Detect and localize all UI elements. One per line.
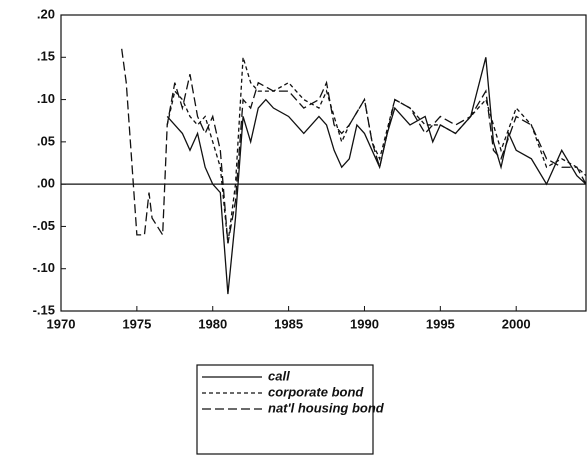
series-line [166, 57, 587, 244]
y-tick-label: -.15 [33, 302, 55, 317]
x-tick-label: 1975 [122, 316, 151, 331]
y-tick-label: .10 [37, 91, 55, 106]
x-tick-label: 1995 [426, 316, 455, 331]
legend-box [196, 364, 374, 455]
y-tick-label: .20 [37, 6, 55, 21]
series-line [166, 57, 587, 295]
x-tick-label: 1970 [47, 316, 76, 331]
y-tick-label: .05 [37, 133, 55, 148]
x-tick-label: 1985 [274, 316, 303, 331]
x-tick-label: 1990 [350, 316, 379, 331]
legend-label: call [268, 368, 290, 383]
y-tick-label: -.05 [33, 218, 55, 233]
y-tick-label: .15 [37, 49, 55, 64]
plot-frame [60, 14, 587, 312]
legend-label: nat'l housing bond [268, 400, 385, 415]
series-line [121, 48, 587, 244]
legend-label: corporate bond [268, 384, 364, 399]
x-tick-label: 2000 [502, 316, 531, 331]
x-tick-label: 1980 [198, 316, 227, 331]
y-tick-label: -.10 [33, 260, 55, 275]
y-tick-label: .00 [37, 176, 55, 191]
